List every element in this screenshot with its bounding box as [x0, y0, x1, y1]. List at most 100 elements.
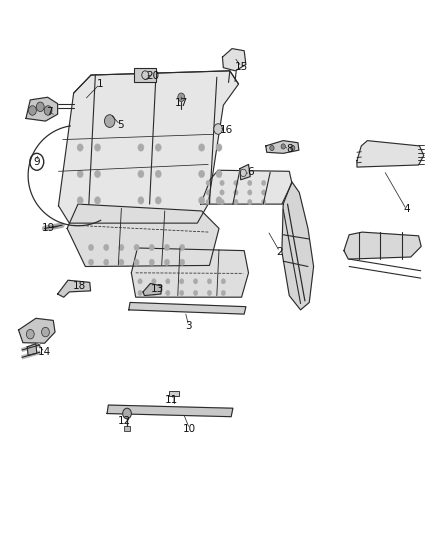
- Text: 3: 3: [185, 321, 192, 331]
- Circle shape: [155, 197, 161, 204]
- Polygon shape: [201, 170, 292, 204]
- Circle shape: [206, 199, 210, 205]
- Circle shape: [290, 146, 295, 151]
- Circle shape: [104, 259, 109, 265]
- Circle shape: [28, 106, 36, 115]
- Polygon shape: [58, 280, 91, 297]
- Circle shape: [152, 279, 156, 284]
- Circle shape: [88, 259, 94, 265]
- Circle shape: [138, 279, 142, 284]
- Text: 19: 19: [42, 223, 56, 233]
- Circle shape: [119, 244, 124, 251]
- Circle shape: [149, 244, 154, 251]
- Circle shape: [178, 93, 185, 101]
- Text: 1: 1: [96, 79, 103, 89]
- Text: 4: 4: [403, 204, 410, 214]
- Circle shape: [44, 106, 52, 115]
- Polygon shape: [18, 318, 55, 343]
- Circle shape: [155, 170, 161, 177]
- Circle shape: [206, 180, 210, 185]
- Circle shape: [152, 290, 156, 296]
- Polygon shape: [26, 98, 58, 121]
- Bar: [169, 391, 179, 396]
- Text: 17: 17: [175, 98, 188, 108]
- Circle shape: [194, 279, 198, 284]
- Polygon shape: [131, 248, 248, 297]
- Bar: [124, 426, 130, 432]
- Circle shape: [134, 259, 139, 265]
- Circle shape: [220, 199, 224, 205]
- Circle shape: [221, 279, 226, 284]
- Text: 10: 10: [183, 424, 196, 434]
- Circle shape: [26, 329, 34, 339]
- Polygon shape: [344, 232, 421, 259]
- Polygon shape: [67, 204, 219, 266]
- Circle shape: [138, 290, 142, 296]
- Circle shape: [155, 144, 161, 151]
- Circle shape: [180, 279, 184, 284]
- Circle shape: [42, 327, 49, 337]
- Circle shape: [95, 144, 101, 151]
- Circle shape: [221, 290, 226, 296]
- Text: 16: 16: [220, 125, 233, 135]
- Polygon shape: [107, 405, 233, 417]
- Circle shape: [234, 180, 238, 185]
- Circle shape: [234, 199, 238, 205]
- Circle shape: [180, 244, 185, 251]
- Circle shape: [138, 144, 144, 151]
- Text: 13: 13: [151, 284, 164, 294]
- Circle shape: [134, 244, 139, 251]
- Text: 6: 6: [247, 167, 254, 177]
- Circle shape: [77, 144, 83, 151]
- Circle shape: [270, 146, 274, 151]
- Circle shape: [214, 124, 223, 134]
- Circle shape: [164, 259, 170, 265]
- Polygon shape: [240, 165, 250, 180]
- Circle shape: [216, 197, 222, 204]
- Text: 15: 15: [235, 62, 248, 71]
- Text: 11: 11: [165, 395, 178, 405]
- Circle shape: [247, 180, 252, 185]
- Circle shape: [206, 190, 210, 195]
- Circle shape: [119, 259, 124, 265]
- Circle shape: [123, 408, 131, 419]
- Text: 8: 8: [286, 144, 293, 154]
- Polygon shape: [129, 302, 246, 314]
- Circle shape: [138, 197, 144, 204]
- Circle shape: [198, 144, 205, 151]
- Circle shape: [220, 190, 224, 195]
- Circle shape: [194, 290, 198, 296]
- Text: 2: 2: [276, 247, 283, 257]
- Polygon shape: [223, 49, 246, 71]
- Text: 18: 18: [73, 281, 86, 291]
- Polygon shape: [266, 141, 299, 154]
- Circle shape: [95, 170, 101, 177]
- Circle shape: [207, 290, 212, 296]
- Polygon shape: [143, 284, 162, 296]
- Circle shape: [220, 180, 224, 185]
- Polygon shape: [282, 182, 314, 310]
- Circle shape: [198, 170, 205, 177]
- Circle shape: [95, 197, 101, 204]
- Circle shape: [149, 259, 154, 265]
- Circle shape: [261, 180, 266, 185]
- Circle shape: [105, 115, 115, 127]
- Circle shape: [261, 190, 266, 195]
- Circle shape: [234, 190, 238, 195]
- Circle shape: [261, 199, 266, 205]
- Circle shape: [216, 144, 222, 151]
- Circle shape: [281, 144, 286, 149]
- Circle shape: [180, 259, 185, 265]
- Circle shape: [216, 170, 222, 177]
- Circle shape: [138, 170, 144, 177]
- Circle shape: [247, 190, 252, 195]
- Polygon shape: [59, 71, 239, 223]
- Circle shape: [88, 244, 94, 251]
- Circle shape: [77, 197, 83, 204]
- Bar: [134, 68, 156, 83]
- Circle shape: [166, 279, 170, 284]
- Circle shape: [77, 170, 83, 177]
- Circle shape: [207, 279, 212, 284]
- Circle shape: [166, 290, 170, 296]
- Polygon shape: [27, 344, 37, 356]
